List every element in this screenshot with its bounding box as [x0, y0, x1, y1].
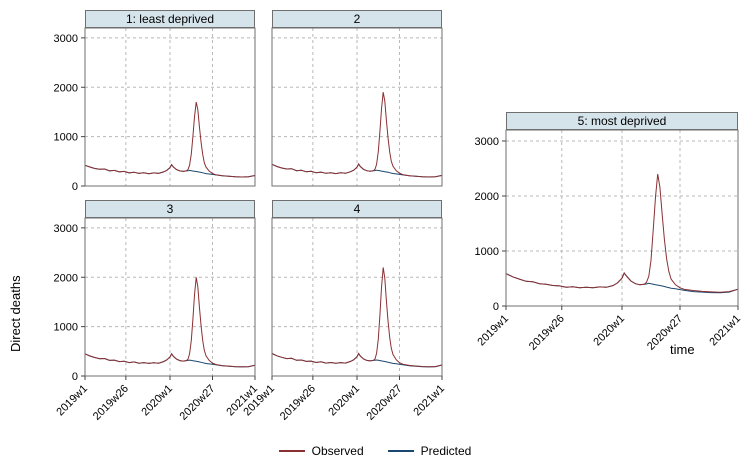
svg-text:1000: 1000: [54, 132, 78, 144]
svg-text:1000: 1000: [475, 246, 499, 258]
predicted-line-swatch: [387, 450, 414, 452]
legend-label-predicted: Predicted: [420, 444, 472, 458]
svg-text:2020w1: 2020w1: [326, 383, 362, 419]
legend-item-observed: Observed: [278, 444, 364, 458]
legend-item-predicted: Predicted: [387, 444, 472, 458]
x-axis-title: time: [670, 342, 695, 357]
svg-text:2000: 2000: [54, 82, 78, 94]
panel-plot: 2019w1 2019w26 2020w1 2020w27 2021w1: [241, 217, 447, 423]
panel-title: 1: least deprived: [85, 10, 255, 28]
legend: Observed Predicted: [0, 444, 750, 458]
y-axis-title: Direct deaths: [8, 275, 23, 352]
svg-text:2020w1: 2020w1: [139, 383, 175, 419]
svg-text:2020w1: 2020w1: [591, 313, 627, 349]
svg-text:2020w27: 2020w27: [178, 383, 218, 423]
svg-text:2019w1: 2019w1: [475, 313, 511, 349]
svg-text:2000: 2000: [54, 272, 78, 284]
panel-4: 4 2019w1 2019w26 2020w1 2020w27 2021w1: [241, 200, 447, 423]
svg-text:2000: 2000: [475, 191, 499, 203]
svg-text:0: 0: [72, 181, 78, 193]
panel-1-least-deprived: 1: least deprived 0 1000 2000 3000: [54, 10, 256, 193]
observed-line-swatch: [278, 450, 305, 452]
svg-text:2019w26: 2019w26: [91, 383, 131, 423]
svg-text:2020w27: 2020w27: [365, 383, 405, 423]
svg-text:0: 0: [72, 371, 78, 383]
svg-text:2019w26: 2019w26: [278, 383, 318, 423]
svg-text:3000: 3000: [54, 33, 78, 45]
panel-3: 3 0 1000 2000 3000 2019w1 2019w26 2020w1 2020w2…: [54, 200, 260, 423]
panel-title: 2: [272, 10, 442, 28]
panel-title: 5: most deprived: [506, 112, 738, 130]
svg-text:2021w1: 2021w1: [411, 383, 447, 419]
panel-title: 4: [272, 200, 442, 218]
panel-plot: [271, 27, 443, 187]
svg-text:1000: 1000: [54, 322, 78, 334]
legend-label-observed: Observed: [311, 444, 364, 458]
svg-text:0: 0: [493, 301, 499, 313]
panel-2: 2: [271, 10, 443, 187]
panel-5-most-deprived: 5: most deprived 0 1000 2000 3000 2019w1 2019…: [475, 112, 743, 353]
svg-text:2021w1: 2021w1: [707, 313, 743, 349]
svg-text:3000: 3000: [475, 136, 499, 148]
panel-title: 3: [85, 200, 255, 218]
svg-text:2019w1: 2019w1: [54, 383, 90, 419]
svg-text:3000: 3000: [54, 223, 78, 235]
svg-text:2019w26: 2019w26: [527, 313, 567, 353]
panel-plot: 0 1000 2000 3000: [54, 27, 256, 193]
